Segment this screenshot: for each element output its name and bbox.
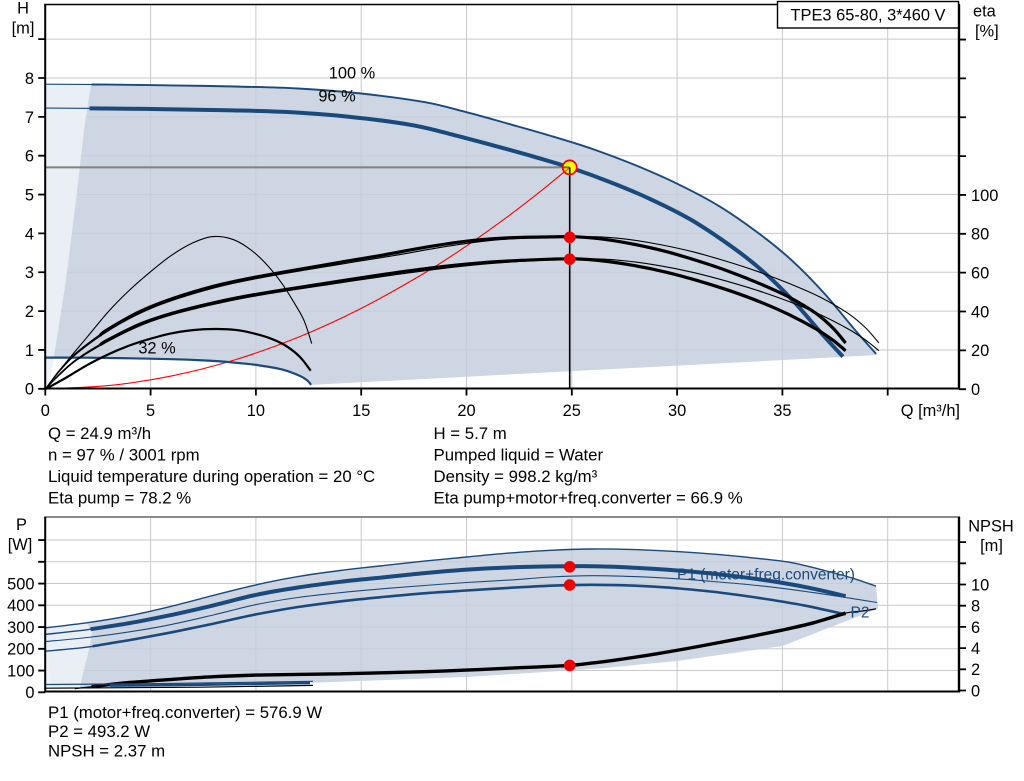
svg-text:eta: eta xyxy=(973,3,997,21)
svg-text:P2 = 493.2 W: P2 = 493.2 W xyxy=(48,722,150,741)
svg-text:1: 1 xyxy=(25,342,34,360)
svg-text:0: 0 xyxy=(971,682,980,700)
svg-text:P1 (motor+freq.converter) = 57: P1 (motor+freq.converter) = 576.9 W xyxy=(48,703,322,722)
svg-text:P: P xyxy=(16,516,27,534)
svg-text:15: 15 xyxy=(352,402,370,420)
svg-text:[m]: [m] xyxy=(980,537,1003,555)
svg-text:6: 6 xyxy=(25,148,34,166)
svg-text:20: 20 xyxy=(971,342,989,360)
svg-text:300: 300 xyxy=(7,619,34,637)
svg-text:40: 40 xyxy=(971,303,989,321)
svg-text:4: 4 xyxy=(971,640,980,658)
svg-text:[%]: [%] xyxy=(975,23,999,41)
svg-text:10: 10 xyxy=(971,576,989,594)
svg-text:P2: P2 xyxy=(851,605,870,622)
svg-text:5: 5 xyxy=(146,402,155,420)
svg-text:NPSH = 2.37 m: NPSH = 2.37 m xyxy=(48,741,165,760)
svg-text:2: 2 xyxy=(25,303,34,321)
svg-text:2: 2 xyxy=(971,661,980,679)
svg-text:6: 6 xyxy=(971,619,980,637)
svg-text:0: 0 xyxy=(971,381,980,399)
svg-text:H: H xyxy=(17,0,29,18)
svg-text:30: 30 xyxy=(668,402,686,420)
svg-text:32 %: 32 % xyxy=(138,340,175,358)
svg-text:100: 100 xyxy=(7,662,34,680)
svg-text:3: 3 xyxy=(25,264,34,282)
svg-text:80: 80 xyxy=(971,226,989,244)
svg-text:10: 10 xyxy=(247,402,265,420)
svg-text:100: 100 xyxy=(971,187,998,205)
svg-text:TPE3 65-80, 3*460 V: TPE3 65-80, 3*460 V xyxy=(791,7,946,25)
svg-text:25: 25 xyxy=(563,402,581,420)
svg-text:400: 400 xyxy=(7,597,34,615)
svg-text:200: 200 xyxy=(7,641,34,659)
svg-text:0: 0 xyxy=(25,381,34,399)
svg-text:20: 20 xyxy=(457,402,475,420)
svg-text:Liquid temperature during oper: Liquid temperature during operation = 20… xyxy=(48,467,375,486)
svg-text:Q [m³/h]: Q [m³/h] xyxy=(901,402,960,420)
svg-text:Q = 24.9 m³/h: Q = 24.9 m³/h xyxy=(48,424,151,443)
svg-text:H = 5.7 m: H = 5.7 m xyxy=(434,424,507,443)
svg-text:Eta pump = 78.2 %: Eta pump = 78.2 % xyxy=(48,489,191,508)
svg-text:Eta pump+motor+freq.converter: Eta pump+motor+freq.converter = 66.9 % xyxy=(434,489,743,508)
svg-text:5: 5 xyxy=(25,187,34,205)
svg-text:n = 97 % / 3001 rpm: n = 97 % / 3001 rpm xyxy=(48,446,200,465)
svg-text:96 %: 96 % xyxy=(318,88,355,106)
svg-text:0: 0 xyxy=(25,684,34,702)
svg-text:P1 (motor+freq.converter): P1 (motor+freq.converter) xyxy=(677,567,855,584)
svg-text:7: 7 xyxy=(25,109,34,127)
svg-text:Pumped liquid = Water: Pumped liquid = Water xyxy=(434,446,604,465)
svg-text:100 %: 100 % xyxy=(329,65,375,83)
svg-text:[m]: [m] xyxy=(12,20,35,38)
svg-text:NPSH: NPSH xyxy=(968,518,1014,536)
svg-text:4: 4 xyxy=(25,225,34,243)
svg-text:35: 35 xyxy=(773,402,791,420)
svg-text:8: 8 xyxy=(971,598,980,616)
svg-text:0: 0 xyxy=(41,402,50,420)
svg-text:[W]: [W] xyxy=(8,536,33,554)
svg-text:8: 8 xyxy=(25,70,34,88)
svg-text:60: 60 xyxy=(971,265,989,283)
svg-text:Density = 998.2 kg/m³: Density = 998.2 kg/m³ xyxy=(434,467,598,486)
svg-text:500: 500 xyxy=(7,575,34,593)
